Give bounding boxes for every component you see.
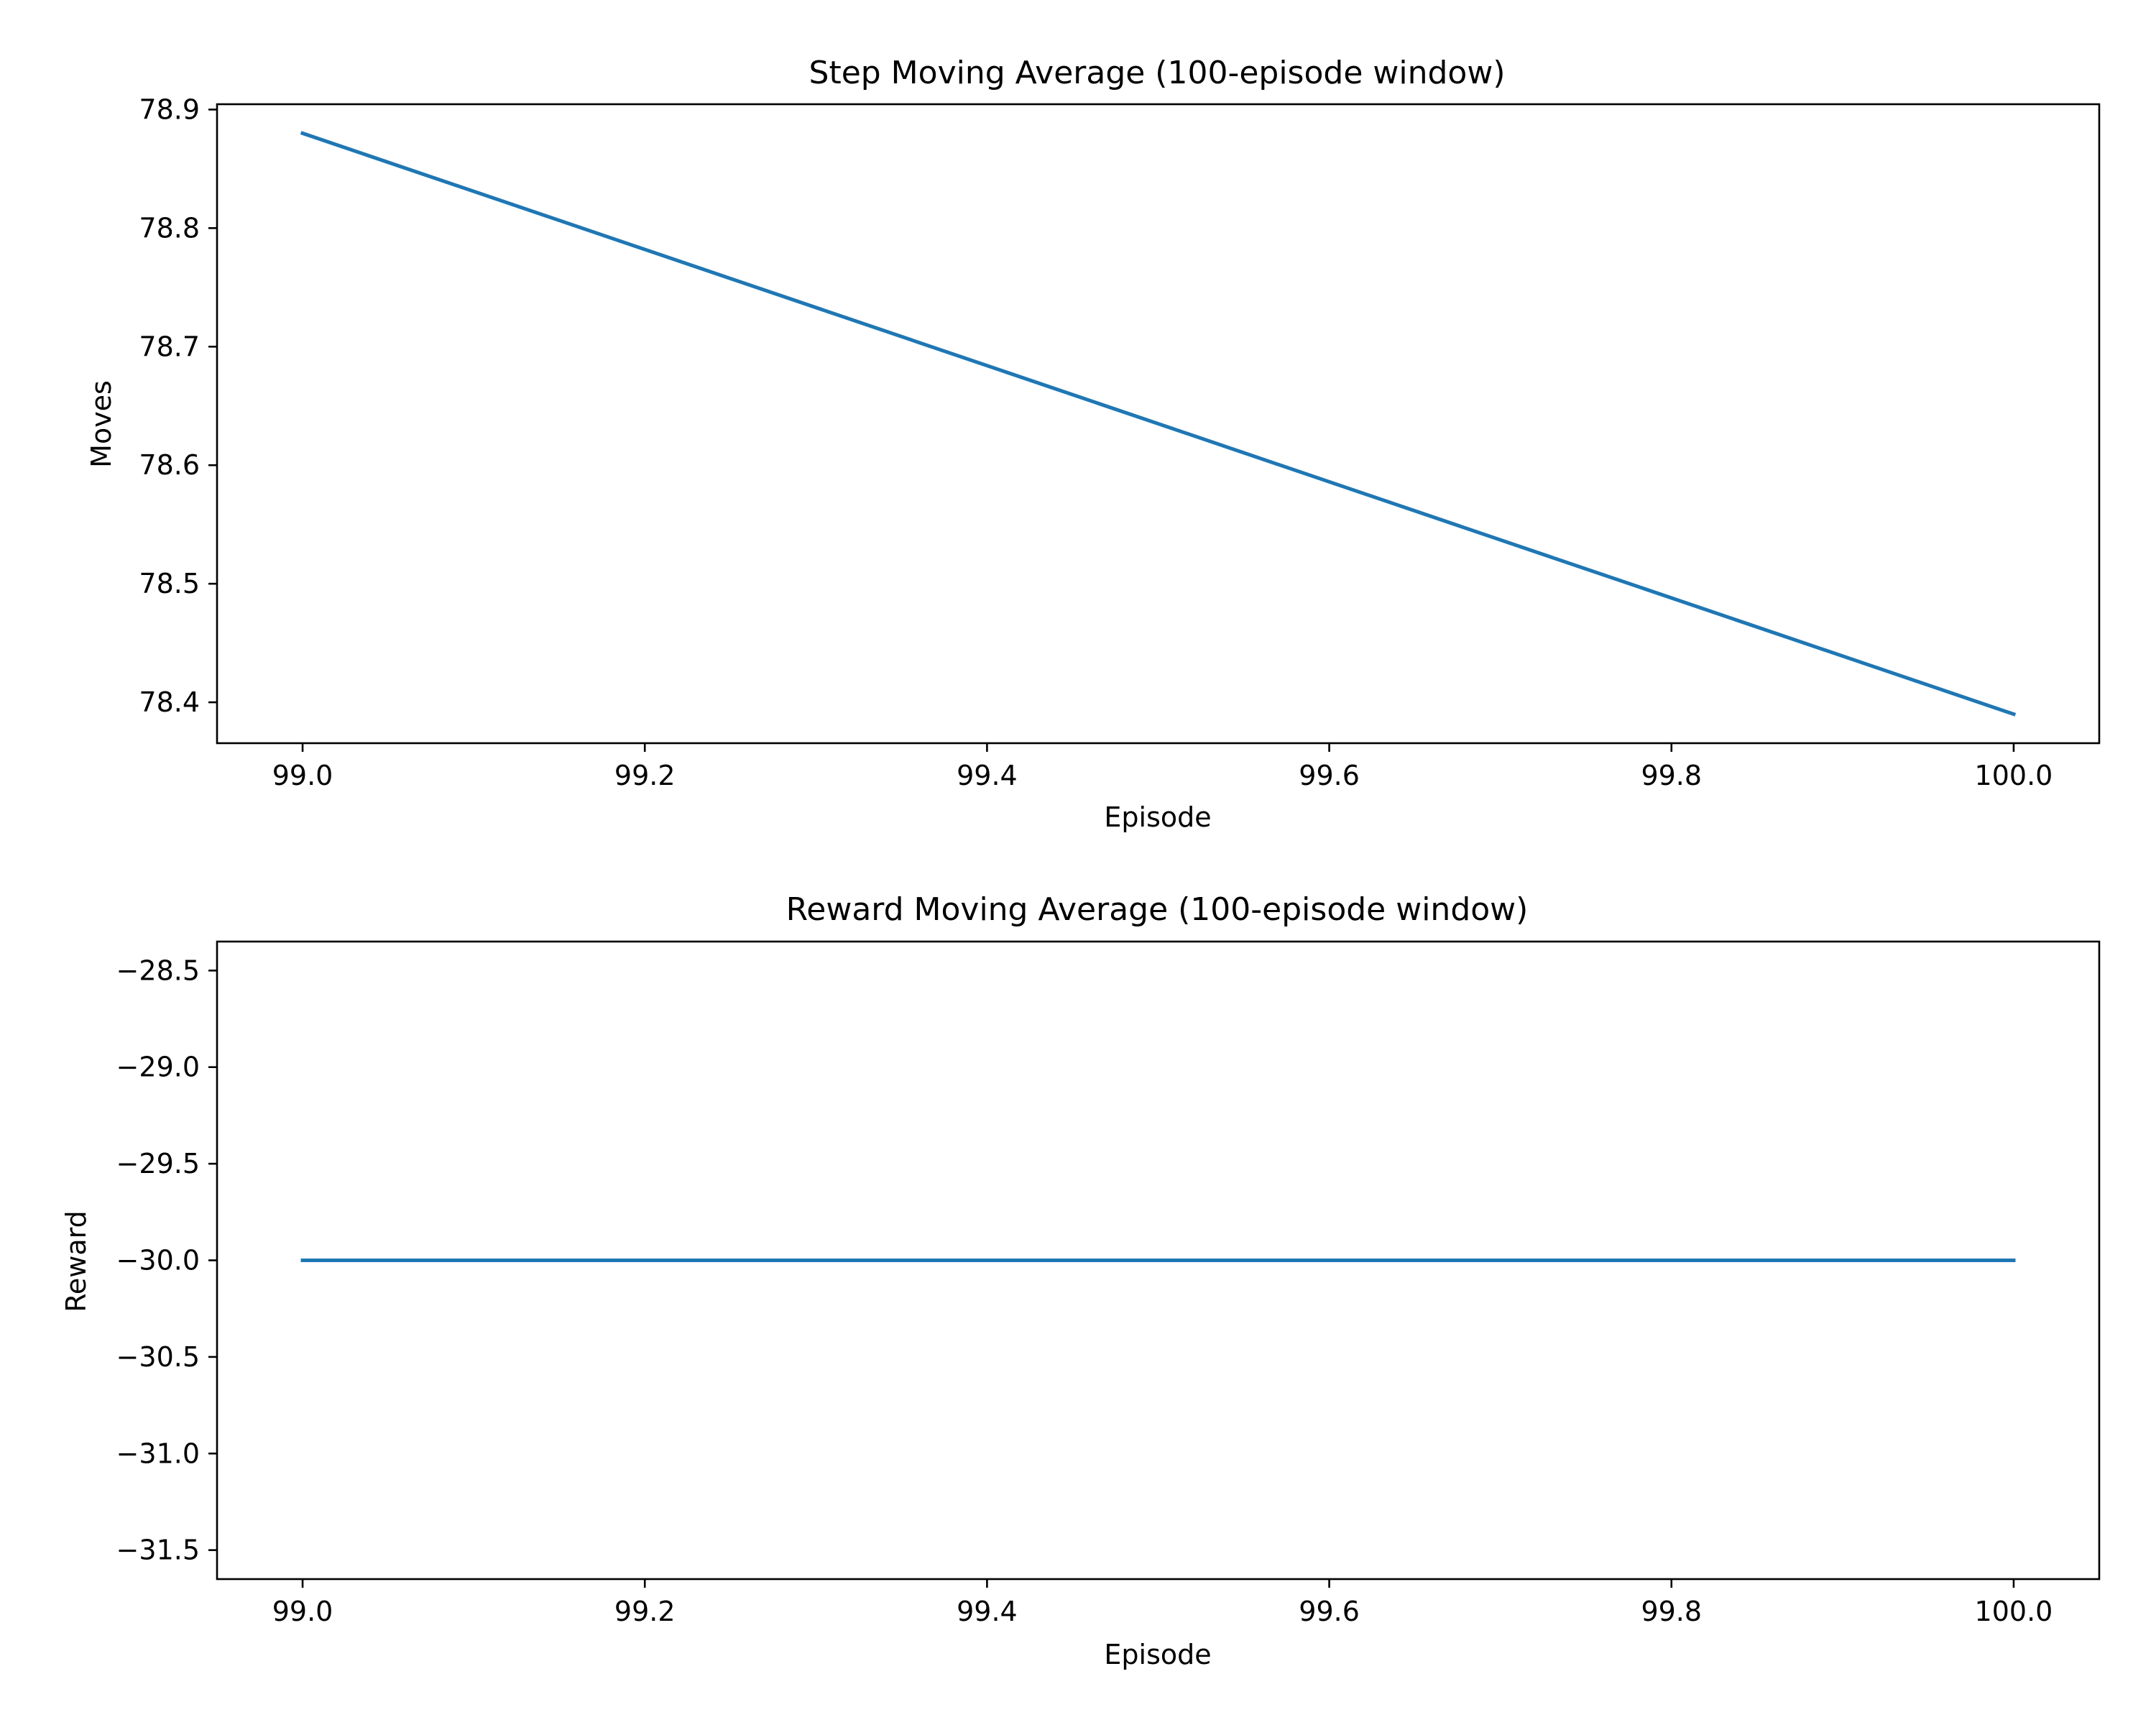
y-axis-label: Reward (60, 1210, 92, 1312)
plot-frame (216, 940, 2101, 1581)
reward-subplot: Reward Moving Average (100-episode windo… (60, 891, 2101, 1670)
series-group (300, 131, 2017, 717)
y-tick-label: 78.6 (139, 449, 200, 481)
y-tick-label: −31.0 (116, 1438, 200, 1469)
x-tick-label: 99.0 (272, 1596, 333, 1627)
x-tick-label: 99.0 (272, 760, 333, 791)
x-tick-label: 99.4 (957, 1596, 1018, 1627)
y-tick-label: 78.5 (139, 568, 200, 599)
tick-group: 99.0 99.2 99.4 99.6 99.8 100.0 78.4 78.5 78.6 78.… (139, 93, 2053, 791)
y-tick-label: −28.5 (116, 954, 200, 986)
x-tick-label: 100.0 (1975, 760, 2053, 791)
series-line (300, 131, 2017, 717)
x-tick-label: 99.6 (1299, 1596, 1360, 1627)
y-tick-label: 78.4 (139, 686, 200, 718)
x-tick-label: 99.8 (1641, 760, 1702, 791)
y-tick-label: 78.8 (139, 212, 200, 244)
x-axis-label: Episode (1104, 801, 1211, 833)
x-axis-label: Episode (1104, 1639, 1211, 1670)
steps-subplot: Step Moving Average (100-episode window)… (86, 55, 2101, 833)
y-tick-label: −31.5 (116, 1535, 200, 1566)
chart-title: Reward Moving Average (100-episode windo… (786, 891, 1529, 928)
x-tick-label: 99.2 (614, 760, 676, 791)
y-axis-label: Moves (86, 380, 117, 468)
tick-group: 99.0 99.2 99.4 99.6 99.8 100.0 −28.5 −29.0 −29.5… (116, 954, 2053, 1627)
y-tick-label: 78.9 (139, 93, 200, 125)
y-tick-label: −30.5 (116, 1341, 200, 1373)
x-tick-label: 99.4 (957, 760, 1018, 791)
y-tick-label: 78.7 (139, 331, 200, 362)
plot-frame (216, 103, 2101, 745)
y-tick-label: −30.0 (116, 1245, 200, 1276)
x-tick-label: 100.0 (1975, 1596, 2053, 1627)
y-tick-label: −29.0 (116, 1052, 200, 1083)
x-tick-label: 99.2 (614, 1596, 676, 1627)
chart-title: Step Moving Average (100-episode window) (809, 55, 1506, 91)
x-tick-label: 99.6 (1299, 760, 1360, 791)
y-tick-label: −29.5 (116, 1148, 200, 1179)
x-tick-label: 99.8 (1641, 1596, 1702, 1627)
